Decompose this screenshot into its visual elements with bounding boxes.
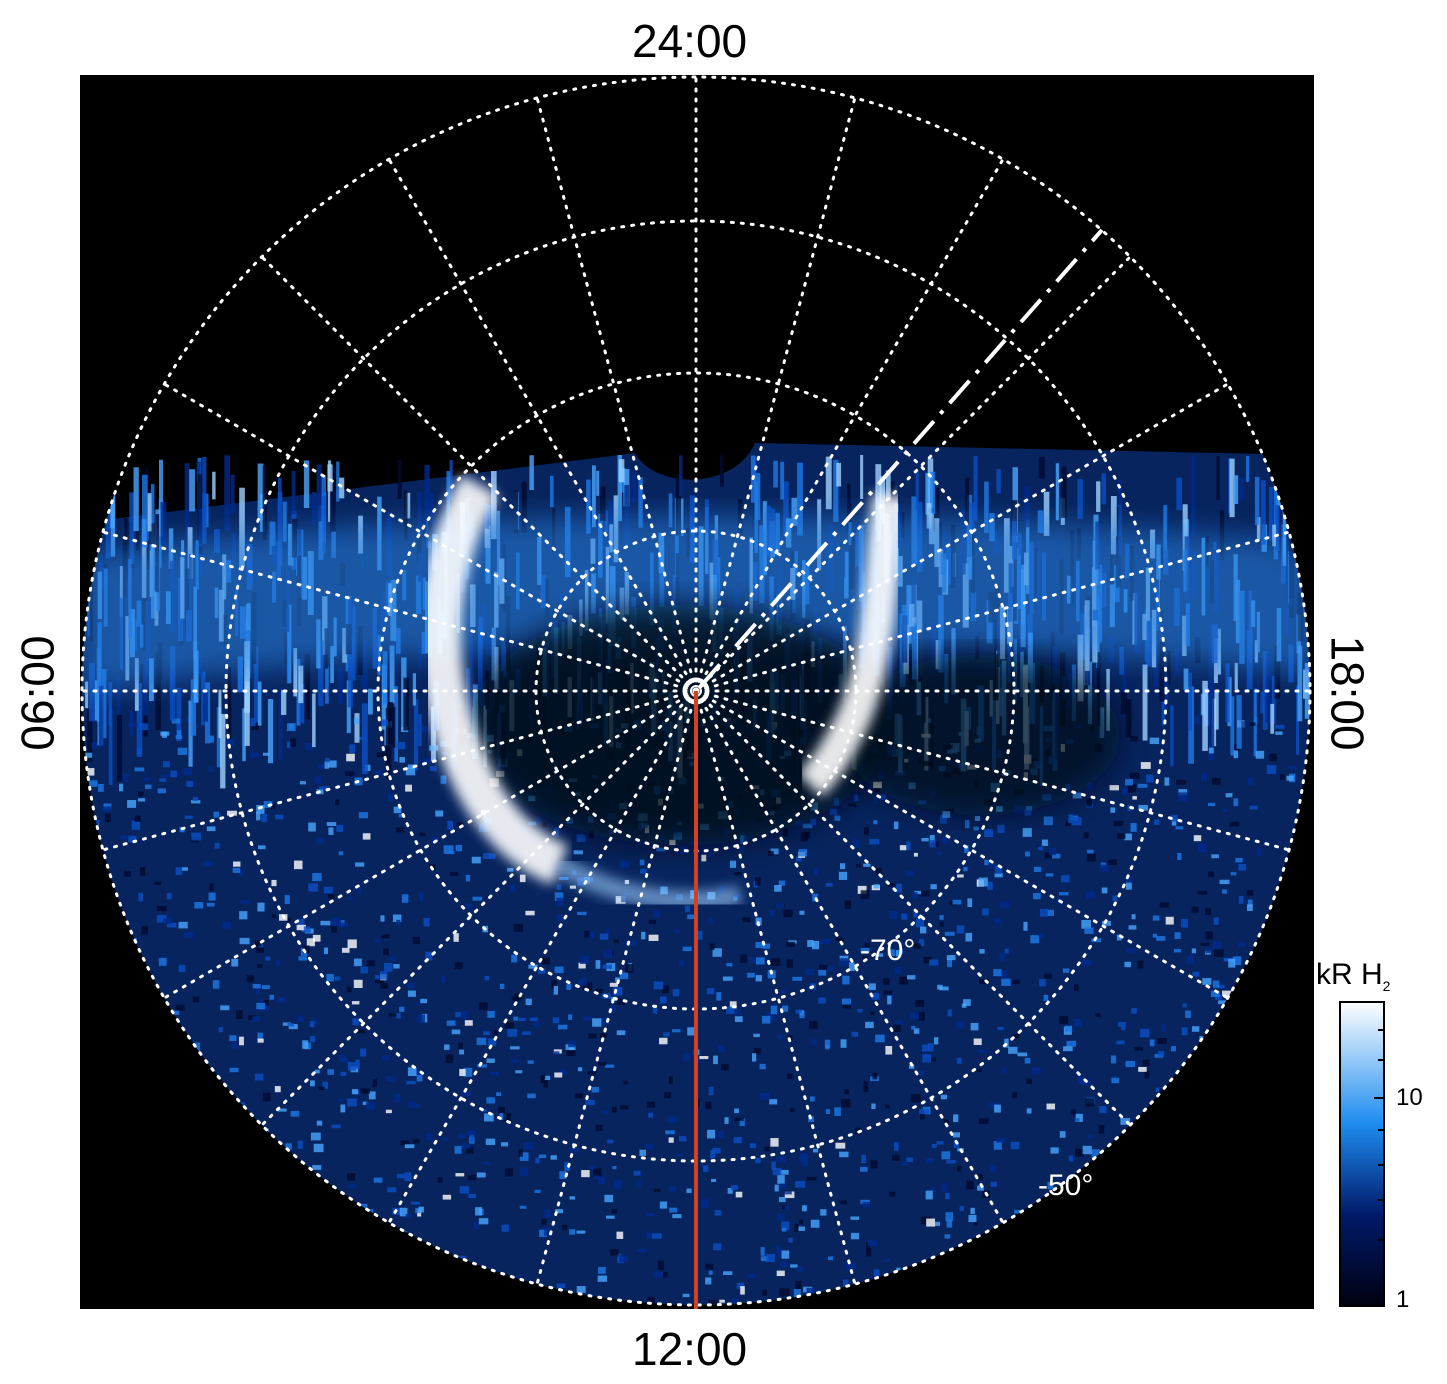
colorbar-tick-10: 10 (1396, 1084, 1423, 1111)
lt-label-bottom: 12:00 (632, 1323, 748, 1375)
lt-label-right: 18:00 (1321, 635, 1374, 751)
auroral-arc-dusk (797, 492, 907, 798)
lt-label-top: 24:00 (632, 15, 748, 67)
colorbar-title: kR H2 (1316, 958, 1391, 994)
colorbar (1339, 1001, 1385, 1307)
lat-label-50: -50° (1038, 1169, 1093, 1202)
reference-dashed-line (698, 228, 1104, 689)
lt-label-left: 06:00 (11, 635, 64, 751)
colorbar-tick-1: 1 (1396, 1286, 1410, 1313)
polar-auroral-map: -70° -50° (80, 75, 1314, 1309)
lat-label-70: -70° (860, 934, 915, 967)
